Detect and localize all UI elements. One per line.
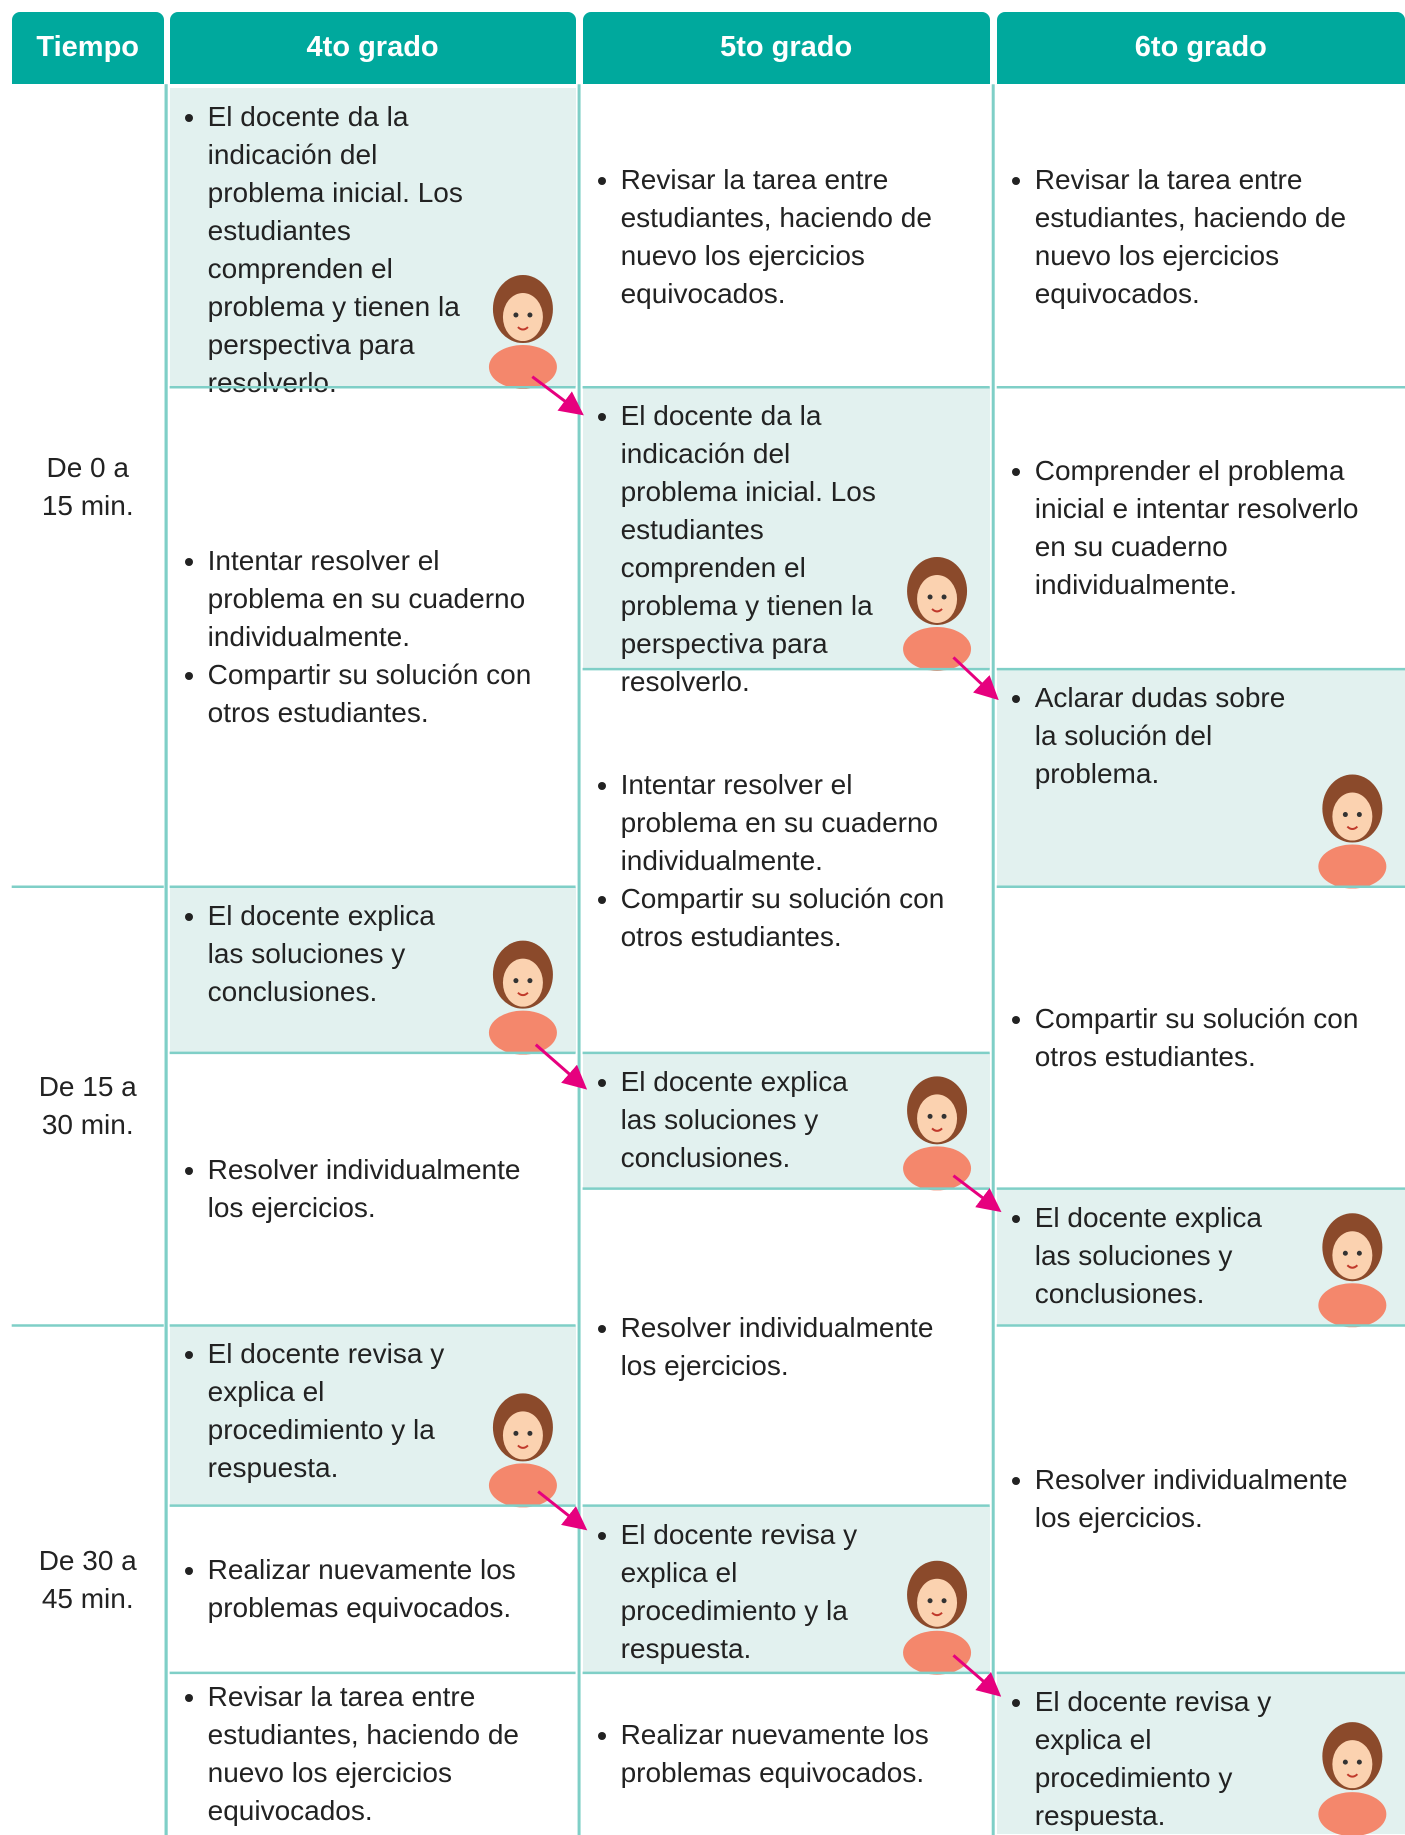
item: El docente da la indicación del problema… [208,98,472,402]
item: Revisar la tarea entre estudiantes, haci… [208,1678,562,1830]
cell: Intentar resolver el problema en su cuad… [170,387,576,887]
item-list: El docente explica las soluciones y conc… [170,897,486,1011]
cell: Revisar la tarea entre estudiantes, haci… [997,88,1405,387]
item: Aclarar dudas sobre la solución del prob… [1035,679,1301,793]
item-list: Intentar resolver el problema en su cuad… [583,766,990,956]
item-list: Resolver individualmente los ejercicios. [997,1461,1405,1537]
item: Revisar la tarea entre estudiantes, haci… [1035,161,1391,313]
cell: El docente da la indicación del problema… [169,87,576,398]
item-list: El docente explica las soluciones y conc… [997,1199,1315,1313]
item-list: El docente revisa y explica el procedimi… [170,1335,486,1487]
item-list: Aclarar dudas sobre la solución del prob… [997,679,1315,793]
time-line: 45 min. [41,1582,134,1614]
item: Compartir su solución con otros estudian… [1035,1000,1391,1076]
cell: Resolver individualmente los ejercicios. [583,1189,990,1506]
cell: Realizar nuevamente los problemas equivo… [583,1673,990,1834]
item: El docente explica las soluciones y conc… [621,1063,886,1177]
item: Resolver individualmente los ejercicios. [1035,1461,1391,1537]
cell: El docente da la indicación del problema… [582,387,990,697]
item: Compartir su solución con otros estudian… [621,880,976,956]
cell: El docente revisa y explica el procedimi… [996,1672,1405,1835]
time-line: De 0 a [46,452,129,484]
cell: El docente explica las soluciones y conc… [996,1188,1405,1326]
item-list: Resolver individualmente los ejercicios. [170,1151,576,1227]
item-list: Revisar la tarea entre estudiantes, haci… [997,161,1405,313]
time-line: 15 min. [41,490,134,522]
item: El docente revisa y explica el procedimi… [1035,1683,1301,1835]
item: El docente revisa y explica el procedimi… [621,1516,886,1668]
time-line: De 30 a [38,1544,137,1576]
item-list: El docente da la indicación del problema… [583,397,900,701]
cell: Revisar la tarea entre estudiantes, haci… [583,88,990,387]
time-line: 30 min. [41,1109,134,1141]
item: Compartir su solución con otros estudian… [208,656,562,732]
cell: Resolver individualmente los ejercicios. [997,1325,1405,1672]
item-list: Realizar nuevamente los problemas equivo… [583,1716,990,1792]
cell: El docente revisa y explica el procedimi… [169,1325,576,1506]
item-list: Realizar nuevamente los problemas equivo… [170,1551,576,1627]
cell: Intentar resolver el problema en su cuad… [583,669,990,1053]
item-list: Intentar resolver el problema en su cuad… [170,542,576,732]
item: Realizar nuevamente los problemas equivo… [208,1551,562,1627]
column-header: 5to grado [582,11,990,85]
item: Intentar resolver el problema en su cuad… [621,766,976,880]
item-list: El docente explica las soluciones y conc… [583,1063,900,1177]
item: Resolver individualmente los ejercicios. [208,1151,562,1227]
column-header: 4to grado [169,11,576,85]
time-label: De 30 a 45 min. [12,1325,164,1834]
item-list: Resolver individualmente los ejercicios. [583,1309,990,1385]
cell: El docente revisa y explica el procedimi… [582,1505,990,1673]
cell: Resolver individualmente los ejercicios. [170,1053,576,1326]
item-list: Compartir su solución con otros estudian… [997,1000,1405,1076]
cell: El docente explica las soluciones y conc… [169,886,576,1053]
cell: Realizar nuevamente los problemas equivo… [170,1506,576,1673]
item-list: El docente revisa y explica el procedimi… [583,1516,900,1668]
item: El docente revisa y explica el procedimi… [208,1335,472,1487]
item: Realizar nuevamente los problemas equivo… [621,1716,976,1792]
time-label: De 15 a 30 min. [12,887,164,1326]
item: Revisar la tarea entre estudiantes, haci… [621,161,976,313]
item: Resolver individualmente los ejercicios. [621,1309,976,1385]
item: El docente explica las soluciones y conc… [1035,1199,1301,1313]
item: El docente da la indicación del problema… [621,397,886,701]
time-label: De 0 a 15 min. [12,88,164,887]
item-list: Revisar la tarea entre estudiantes, haci… [170,1678,576,1830]
item-list: El docente revisa y explica el procedimi… [997,1683,1315,1835]
cell: El docente explica las soluciones y conc… [582,1052,990,1189]
cell: Aclarar dudas sobre la solución del prob… [996,669,1405,887]
time-line: De 15 a [38,1071,137,1103]
item-list: Revisar la tarea entre estudiantes, haci… [583,161,990,313]
column-header: Tiempo [11,11,164,85]
item-list: El docente da la indicación del problema… [170,98,486,402]
item: El docente explica las soluciones y conc… [208,897,472,1011]
cell: Revisar la tarea entre estudiantes, haci… [170,1673,576,1834]
column-header: 6to grado [996,11,1405,85]
cell: Comprender el problema inicial e intenta… [997,387,1405,669]
item-list: Comprender el problema inicial e intenta… [997,452,1405,604]
item: Comprender el problema inicial e intenta… [1035,452,1391,604]
item: Intentar resolver el problema en su cuad… [208,542,562,656]
cell: Compartir su solución con otros estudian… [997,887,1405,1189]
